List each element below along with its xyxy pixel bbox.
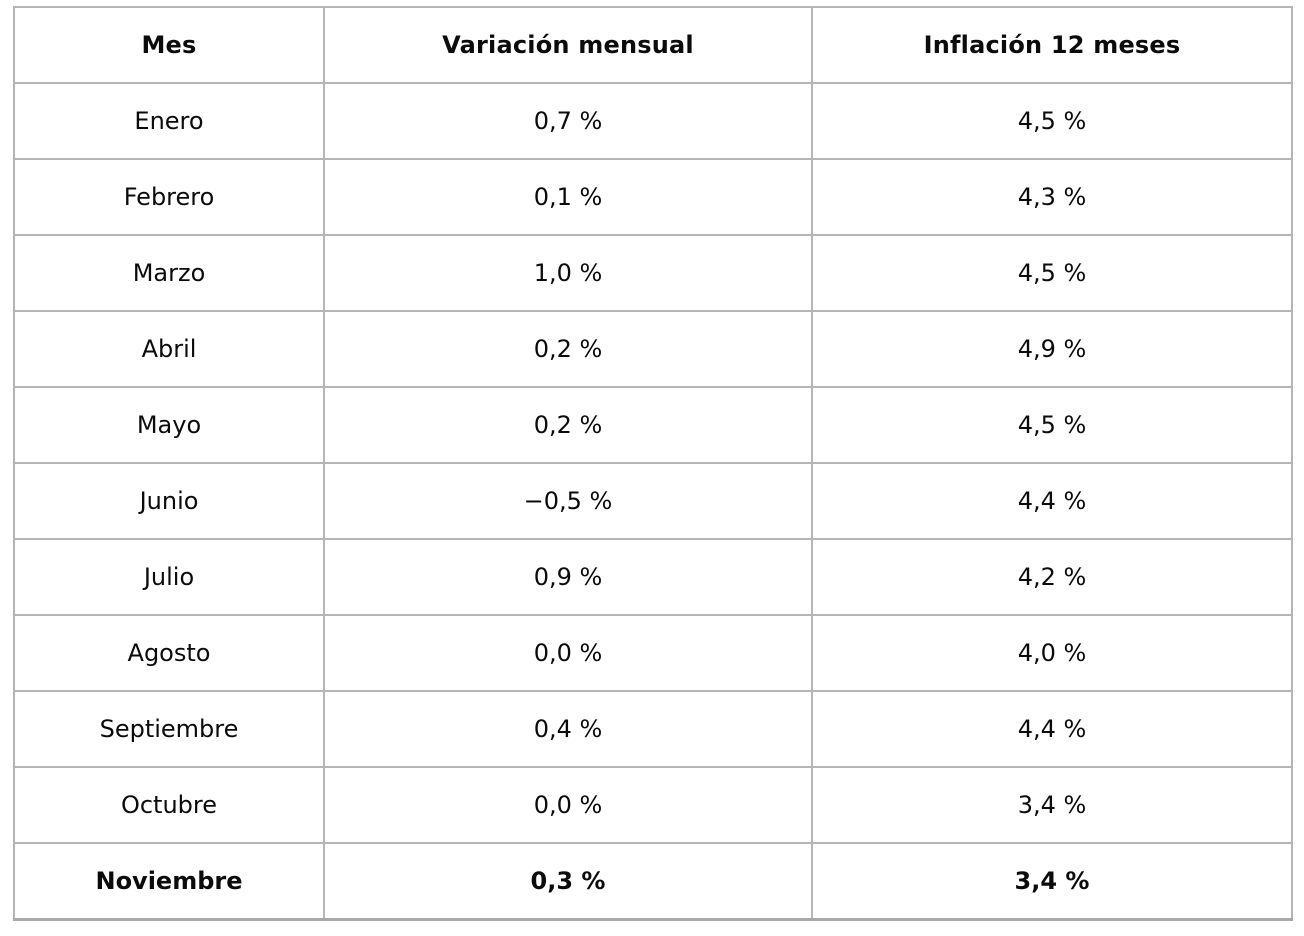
table-row: Febrero 0,1 % 4,3 % xyxy=(13,158,1293,236)
table-cell: Noviembre xyxy=(13,842,325,921)
table-cell: Mayo xyxy=(13,386,325,464)
table-row: Junio −0,5 % 4,4 % xyxy=(13,462,1293,540)
table-cell: Agosto xyxy=(13,614,325,692)
table-cell: 4,4 % xyxy=(811,462,1293,540)
table-cell: 0,9 % xyxy=(323,538,813,616)
table-cell: 4,0 % xyxy=(811,614,1293,692)
table-row: Agosto 0,0 % 4,0 % xyxy=(13,614,1293,692)
column-header-inflacion-12-meses: Inflación 12 meses xyxy=(811,6,1293,84)
table-cell: 3,4 % xyxy=(811,766,1293,844)
table-cell: 4,5 % xyxy=(811,234,1293,312)
table-row: Marzo 1,0 % 4,5 % xyxy=(13,234,1293,312)
table-cell: 4,2 % xyxy=(811,538,1293,616)
table-cell: 0,2 % xyxy=(323,310,813,388)
inflation-table-container: Mes Variación mensual Inflación 12 meses… xyxy=(13,6,1293,921)
table-header: Mes Variación mensual Inflación 12 meses xyxy=(13,6,1293,84)
table-cell: Marzo xyxy=(13,234,325,312)
column-header-mes: Mes xyxy=(13,6,325,84)
table-row: Mayo 0,2 % 4,5 % xyxy=(13,386,1293,464)
table-cell: 4,4 % xyxy=(811,690,1293,768)
table-cell: 0,7 % xyxy=(323,82,813,160)
table-row: Julio 0,9 % 4,2 % xyxy=(13,538,1293,616)
table-cell: 1,0 % xyxy=(323,234,813,312)
table-cell: Febrero xyxy=(13,158,325,236)
table-cell: 0,0 % xyxy=(323,766,813,844)
table-cell: Abril xyxy=(13,310,325,388)
column-header-variacion-mensual: Variación mensual xyxy=(323,6,813,84)
table-cell: 0,3 % xyxy=(323,842,813,921)
table-cell: 0,4 % xyxy=(323,690,813,768)
table-cell: Julio xyxy=(13,538,325,616)
table-cell: 0,1 % xyxy=(323,158,813,236)
table-cell: Octubre xyxy=(13,766,325,844)
table-cell: 3,4 % xyxy=(811,842,1293,921)
table-cell: Junio xyxy=(13,462,325,540)
table-row: Octubre 0,0 % 3,4 % xyxy=(13,766,1293,844)
table-row: Enero 0,7 % 4,5 % xyxy=(13,82,1293,160)
table-cell: −0,5 % xyxy=(323,462,813,540)
table-row: Septiembre 0,4 % 4,4 % xyxy=(13,690,1293,768)
table-cell: 4,9 % xyxy=(811,310,1293,388)
table-cell: Septiembre xyxy=(13,690,325,768)
table-row: Noviembre 0,3 % 3,4 % xyxy=(13,842,1293,921)
table-cell: 4,3 % xyxy=(811,158,1293,236)
table-body: Enero 0,7 % 4,5 % Febrero 0,1 % 4,3 % Marzo 1,0… xyxy=(13,82,1293,921)
table-cell: 4,5 % xyxy=(811,82,1293,160)
table-cell: 4,5 % xyxy=(811,386,1293,464)
header-row: Mes Variación mensual Inflación 12 meses xyxy=(13,6,1293,84)
inflation-table: Mes Variación mensual Inflación 12 meses… xyxy=(13,6,1293,921)
table-row: Abril 0,2 % 4,9 % xyxy=(13,310,1293,388)
table-cell: Enero xyxy=(13,82,325,160)
table-cell: 0,2 % xyxy=(323,386,813,464)
table-cell: 0,0 % xyxy=(323,614,813,692)
